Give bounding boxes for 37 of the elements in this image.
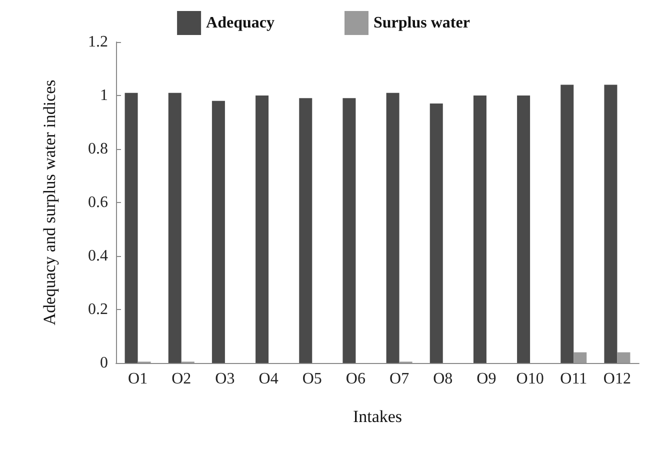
bar [168, 92, 182, 363]
bar [430, 104, 443, 363]
x-tick-label: O12 [603, 370, 631, 388]
bar [342, 98, 356, 363]
x-tick-label: O10 [516, 370, 544, 388]
y-tick-label: 0.2 [88, 301, 108, 318]
bar [574, 352, 587, 363]
legend-label: Adequacy [206, 14, 274, 32]
bar [473, 96, 486, 363]
x-tick-label: O2 [172, 370, 192, 388]
y-axis-title: Adequacy and surplus water indices [40, 80, 59, 326]
bar [299, 98, 312, 363]
x-tick-label: O1 [128, 370, 148, 388]
x-tick-label: O3 [215, 370, 235, 388]
bar [386, 92, 400, 363]
bar [560, 84, 574, 363]
y-tick-label: 0 [100, 354, 108, 372]
y-tick-label: 0.8 [88, 140, 108, 158]
bar [604, 84, 618, 363]
y-tick-label: 1 [100, 87, 108, 104]
x-tick-label: O4 [258, 370, 278, 388]
bar [617, 352, 630, 363]
x-axis-title: Intakes [352, 407, 402, 426]
x-tick-label: O11 [560, 370, 588, 388]
x-tick-label: O8 [433, 370, 453, 388]
bar [256, 96, 269, 363]
bar [212, 100, 225, 363]
y-tick-label: 0.4 [88, 248, 108, 264]
x-tick-label: O5 [302, 370, 322, 388]
bar [517, 96, 530, 363]
legend-label: Surplus water [374, 14, 470, 32]
x-tick-label: O7 [390, 370, 410, 388]
x-tick-label: O6 [346, 370, 366, 388]
bar [124, 92, 138, 363]
y-tick-label: 0.6 [88, 194, 108, 211]
y-tick-label: 1.2 [88, 34, 108, 50]
x-tick-label: O9 [476, 370, 496, 388]
